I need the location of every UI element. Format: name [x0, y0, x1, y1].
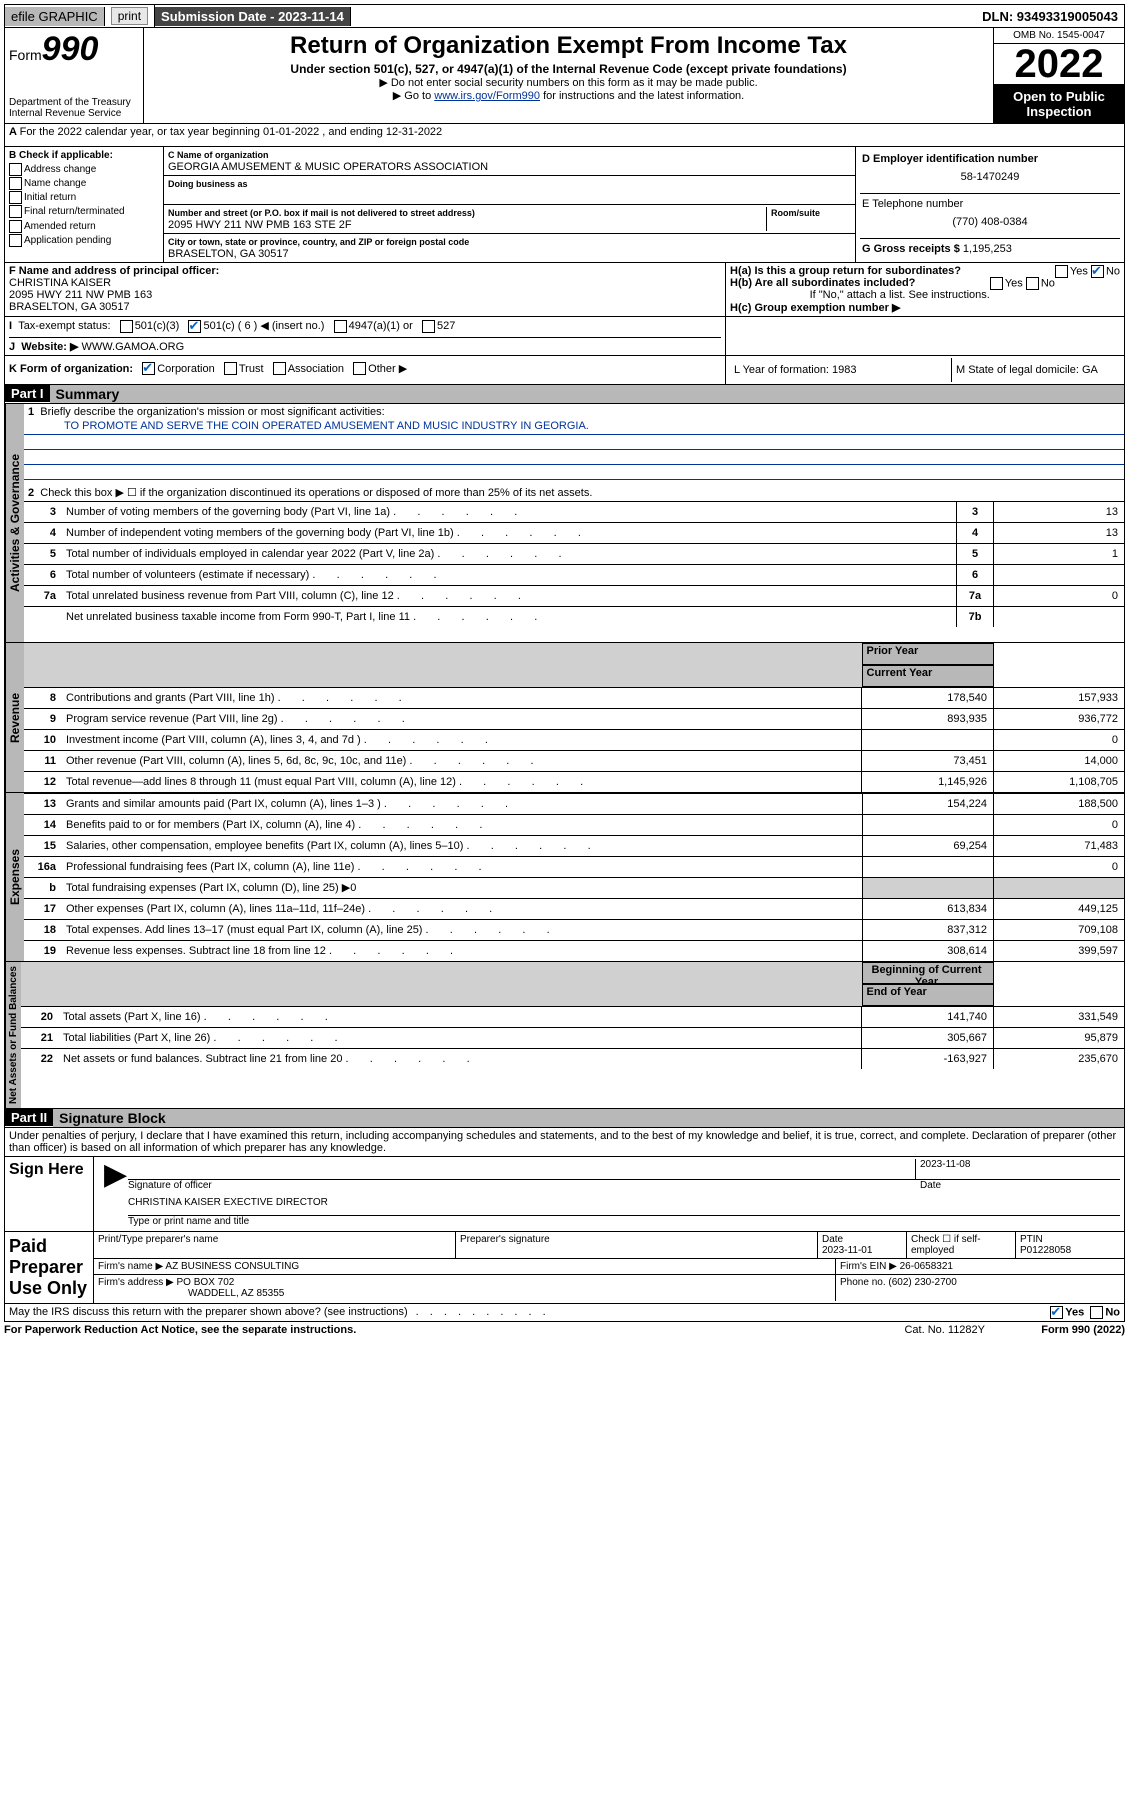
box-f: F Name and address of principal officer:… — [5, 263, 726, 316]
row-k-l-m: K Form of organization: Corporation Trus… — [4, 356, 1125, 385]
header-right: OMB No. 1545-0047 2022 Open to Public In… — [993, 28, 1124, 123]
part1-header: Part I Summary — [4, 385, 1125, 404]
checkbox-icon[interactable] — [9, 220, 22, 233]
irs-link[interactable]: www.irs.gov/Form990 — [434, 90, 540, 102]
tab-netassets: Net Assets or Fund Balances — [5, 962, 21, 1108]
row-f-h: F Name and address of principal officer:… — [4, 263, 1125, 317]
form-header: Form990 Department of the Treasury Inter… — [4, 28, 1125, 124]
tab-revenue: Revenue — [5, 643, 24, 792]
revenue-section: Revenue Prior YearCurrent Year8Contribut… — [4, 643, 1125, 793]
box-b: B Check if applicable: Address change Na… — [5, 147, 164, 262]
form-word: Form — [9, 47, 42, 63]
checkbox-icon[interactable] — [9, 163, 22, 176]
paid-preparer-row: Paid Preparer Use Only Print/Type prepar… — [4, 1232, 1125, 1304]
netassets-section: Net Assets or Fund Balances Beginning of… — [4, 962, 1125, 1109]
subtitle-3: ▶ Go to www.irs.gov/Form990 for instruct… — [150, 89, 987, 102]
expenses-section: Expenses 13Grants and similar amounts pa… — [4, 793, 1125, 962]
irs-label: Internal Revenue Service — [9, 108, 139, 119]
checkbox-icon[interactable] — [9, 177, 22, 190]
entity-section: B Check if applicable: Address change Na… — [4, 147, 1125, 263]
tab-expenses: Expenses — [5, 793, 24, 961]
dept-treasury: Department of the Treasury — [9, 97, 139, 108]
submission-date: Submission Date - 2023-11-14 — [155, 7, 351, 26]
print-button[interactable]: print — [111, 7, 148, 25]
checkbox-icon[interactable] — [9, 191, 22, 204]
dln-label: DLN: 93493319005043 — [976, 7, 1124, 26]
checkbox-icon[interactable] — [9, 234, 22, 247]
governance-table: 3Number of voting members of the governi… — [24, 501, 1124, 627]
header-middle: Return of Organization Exempt From Incom… — [144, 28, 993, 123]
tab-governance: Activities & Governance — [5, 404, 24, 642]
tax-year: 2022 — [994, 44, 1124, 85]
top-bar: efile GRAPHIC print Submission Date - 20… — [4, 4, 1125, 28]
efile-label: efile GRAPHIC — [5, 7, 105, 26]
header-left: Form990 Department of the Treasury Inter… — [5, 28, 144, 123]
box-c: C Name of organizationGEORGIA AMUSEMENT … — [164, 147, 856, 262]
page-footer: For Paperwork Reduction Act Notice, see … — [4, 1322, 1125, 1338]
form-number: 990 — [42, 30, 99, 68]
perjury-declaration: Under penalties of perjury, I declare th… — [4, 1128, 1125, 1157]
checkbox-icon[interactable] — [9, 205, 22, 218]
form-title: Return of Organization Exempt From Incom… — [150, 32, 987, 60]
mission-text: TO PROMOTE AND SERVE THE COIN OPERATED A… — [24, 420, 1124, 435]
sign-here-row: Sign Here ▶ 2023-11-08 Signature of offi… — [4, 1157, 1125, 1232]
part1-body: Activities & Governance 1 Briefly descri… — [4, 404, 1125, 643]
box-d: D Employer identification number58-14702… — [856, 147, 1124, 262]
row-i-j: I Tax-exempt status: 501(c)(3) 501(c) ( … — [4, 317, 1125, 356]
subtitle-1: Under section 501(c), 527, or 4947(a)(1)… — [150, 62, 987, 76]
subtitle-2: ▶ Do not enter social security numbers o… — [150, 76, 987, 89]
open-public: Open to Public Inspection — [994, 85, 1124, 123]
may-irs-row: May the IRS discuss this return with the… — [4, 1304, 1125, 1322]
row-a: A For the 2022 calendar year, or tax yea… — [4, 124, 1125, 147]
part2-header: Part II Signature Block — [4, 1109, 1125, 1128]
box-h: H(a) Is this a group return for subordin… — [726, 263, 1124, 316]
print-cell: print — [105, 5, 155, 27]
